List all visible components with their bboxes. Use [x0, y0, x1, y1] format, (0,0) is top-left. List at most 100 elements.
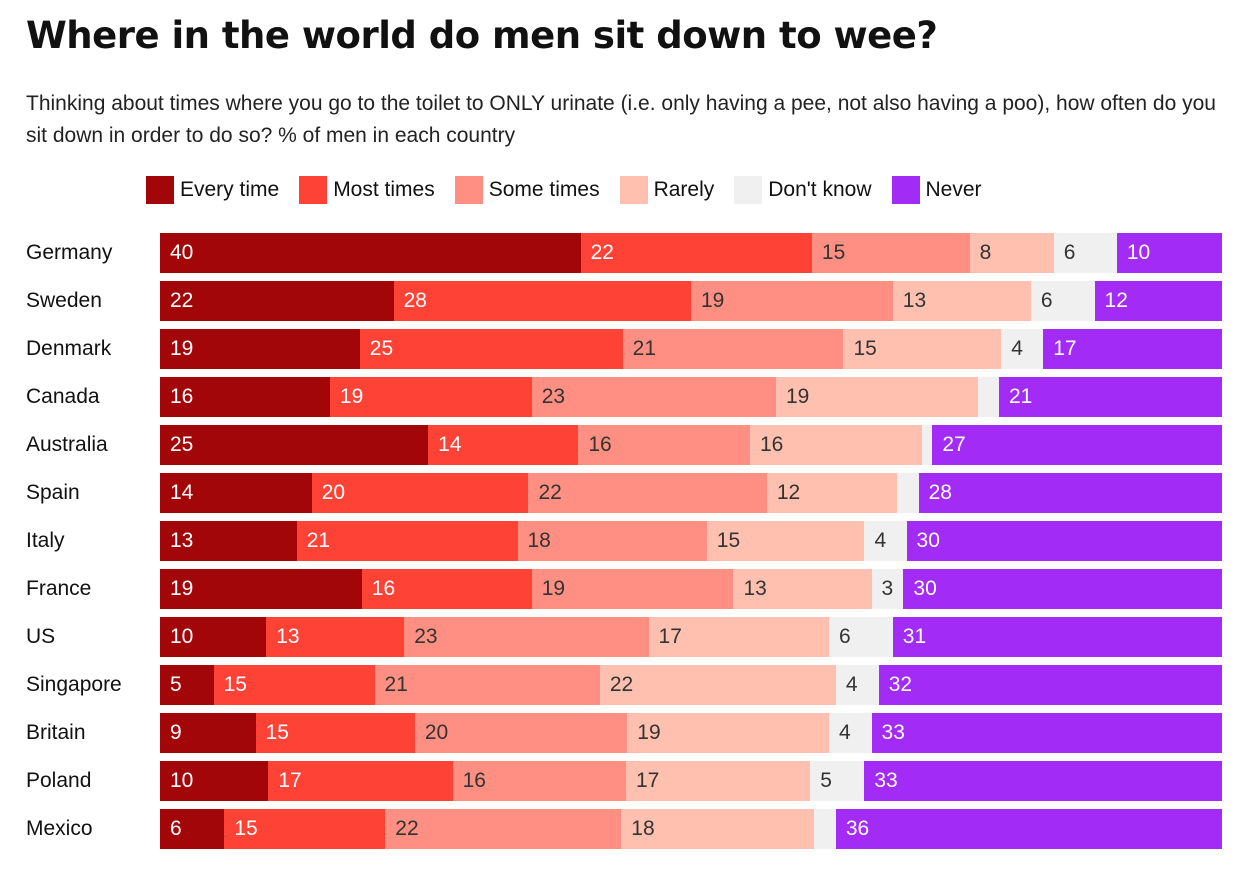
bar-segment: 23: [404, 617, 649, 657]
category-label: US: [26, 625, 56, 648]
bar-segment: [896, 473, 920, 513]
category-label: Mexico: [26, 817, 93, 840]
bar-segment: 9: [160, 713, 257, 753]
legend-item: Don't know: [734, 176, 872, 204]
bar-segment: 13: [266, 617, 405, 657]
bar-segment: 36: [835, 809, 1223, 849]
bar-segment: 21: [622, 329, 844, 369]
bar-segment: 16: [578, 425, 751, 465]
bar-segment: 17: [648, 617, 830, 657]
bar-segment: 15: [706, 521, 865, 561]
bar-segment: 22: [599, 665, 837, 705]
bar-segment: 20: [414, 713, 628, 753]
category-label: Singapore: [26, 673, 122, 696]
bar-segment: 16: [160, 377, 331, 417]
legend-label: Some times: [488, 178, 600, 201]
bar-segment: 13: [160, 521, 298, 561]
category-label: Sweden: [26, 289, 102, 312]
bar-segment: 33: [864, 761, 1223, 801]
bar-segment: 25: [160, 425, 429, 465]
bar-segment: 15: [213, 665, 376, 705]
bar-segment: 40: [160, 233, 582, 273]
bar-segment: 19: [775, 377, 979, 417]
category-label: Canada: [26, 385, 100, 408]
bar-segment: 19: [160, 569, 363, 609]
bar-segment: 4: [1001, 329, 1044, 369]
legend-swatch: [619, 176, 648, 204]
bar-segment: 27: [932, 425, 1223, 465]
legend-item: Most times: [299, 176, 435, 204]
legend-swatch: [891, 176, 920, 204]
bar-segment: 6: [160, 809, 225, 849]
legend-swatch: [454, 176, 483, 204]
bar-segment: 8: [969, 233, 1055, 273]
bar-segment: 6: [829, 617, 894, 657]
bar-segment: 12: [766, 473, 898, 513]
bar-segment: 15: [843, 329, 1002, 369]
legend-swatch: [146, 176, 174, 204]
bar-segment: 30: [906, 521, 1223, 561]
bar-segment: 3: [871, 569, 904, 609]
legend-label: Every time: [180, 178, 280, 201]
bar-segment: 4: [829, 713, 873, 753]
bar-segment: [921, 425, 933, 465]
chart-subtitle: Thinking about times where you go to the…: [26, 92, 1216, 147]
legend-item: Never: [891, 176, 982, 204]
bar-segment: 10: [160, 761, 269, 801]
legend-item: Rarely: [619, 176, 715, 204]
bar-segment: 13: [892, 281, 1032, 321]
bar-segment: 16: [750, 425, 923, 465]
legend-label: Never: [925, 178, 982, 201]
legend-label: Most times: [333, 178, 435, 201]
bar-segment: 22: [160, 281, 395, 321]
legend-swatch: [299, 176, 328, 204]
bar-segment: 20: [311, 473, 529, 513]
bar-segment: 28: [393, 281, 692, 321]
bar-segment: 6: [1030, 281, 1096, 321]
bar-segment: 6: [1053, 233, 1118, 273]
bar-segment: 21: [296, 521, 518, 561]
bar-segment: 19: [691, 281, 894, 321]
category-label: Britain: [26, 721, 86, 744]
category-label: Poland: [26, 769, 92, 792]
bar-segment: 30: [903, 569, 1223, 609]
bar-segment: 16: [452, 761, 627, 801]
legend-label: Don't know: [768, 178, 872, 201]
category-label: Italy: [26, 529, 65, 552]
bar-segment: 23: [531, 377, 777, 417]
bar-segment: 15: [224, 809, 386, 849]
bar-segment: 22: [528, 473, 768, 513]
category-label: Australia: [26, 433, 108, 456]
bar-segment: 4: [864, 521, 908, 561]
legend-label: Rarely: [653, 178, 715, 201]
category-label: Denmark: [26, 337, 112, 360]
bar-segment: 15: [811, 233, 971, 273]
bar-segment: 14: [428, 425, 579, 465]
bar-segment: 5: [810, 761, 865, 801]
bar-segment: 19: [627, 713, 830, 753]
bar-segment: 21: [998, 377, 1223, 417]
bar-segment: 15: [255, 713, 416, 753]
bar-segment: [977, 377, 1000, 417]
bar-segment: 17: [625, 761, 811, 801]
bar-segment: 12: [1094, 281, 1223, 321]
bar-segment: 25: [359, 329, 624, 369]
bar-segment: 10: [160, 617, 267, 657]
bar-segment: 22: [385, 809, 622, 849]
bar-segment: 16: [361, 569, 533, 609]
bar-segment: [814, 809, 837, 849]
bar-segment: 33: [871, 713, 1223, 753]
bar-segment: 17: [1043, 329, 1223, 369]
bar-segment: 31: [892, 617, 1223, 657]
category-label: France: [26, 577, 92, 600]
bar-segment: 5: [160, 665, 215, 705]
bar-segment: 18: [621, 809, 815, 849]
bar-segment: 10: [1116, 233, 1223, 273]
legend-swatch: [734, 176, 763, 204]
chart-title: Where in the world do men sit down to we…: [26, 14, 938, 57]
bar-segment: 32: [878, 665, 1223, 705]
bar-segment: 14: [160, 473, 313, 513]
legend-item: Every time: [146, 176, 279, 204]
bar-segment: 19: [531, 569, 734, 609]
category-label: Spain: [26, 481, 80, 504]
